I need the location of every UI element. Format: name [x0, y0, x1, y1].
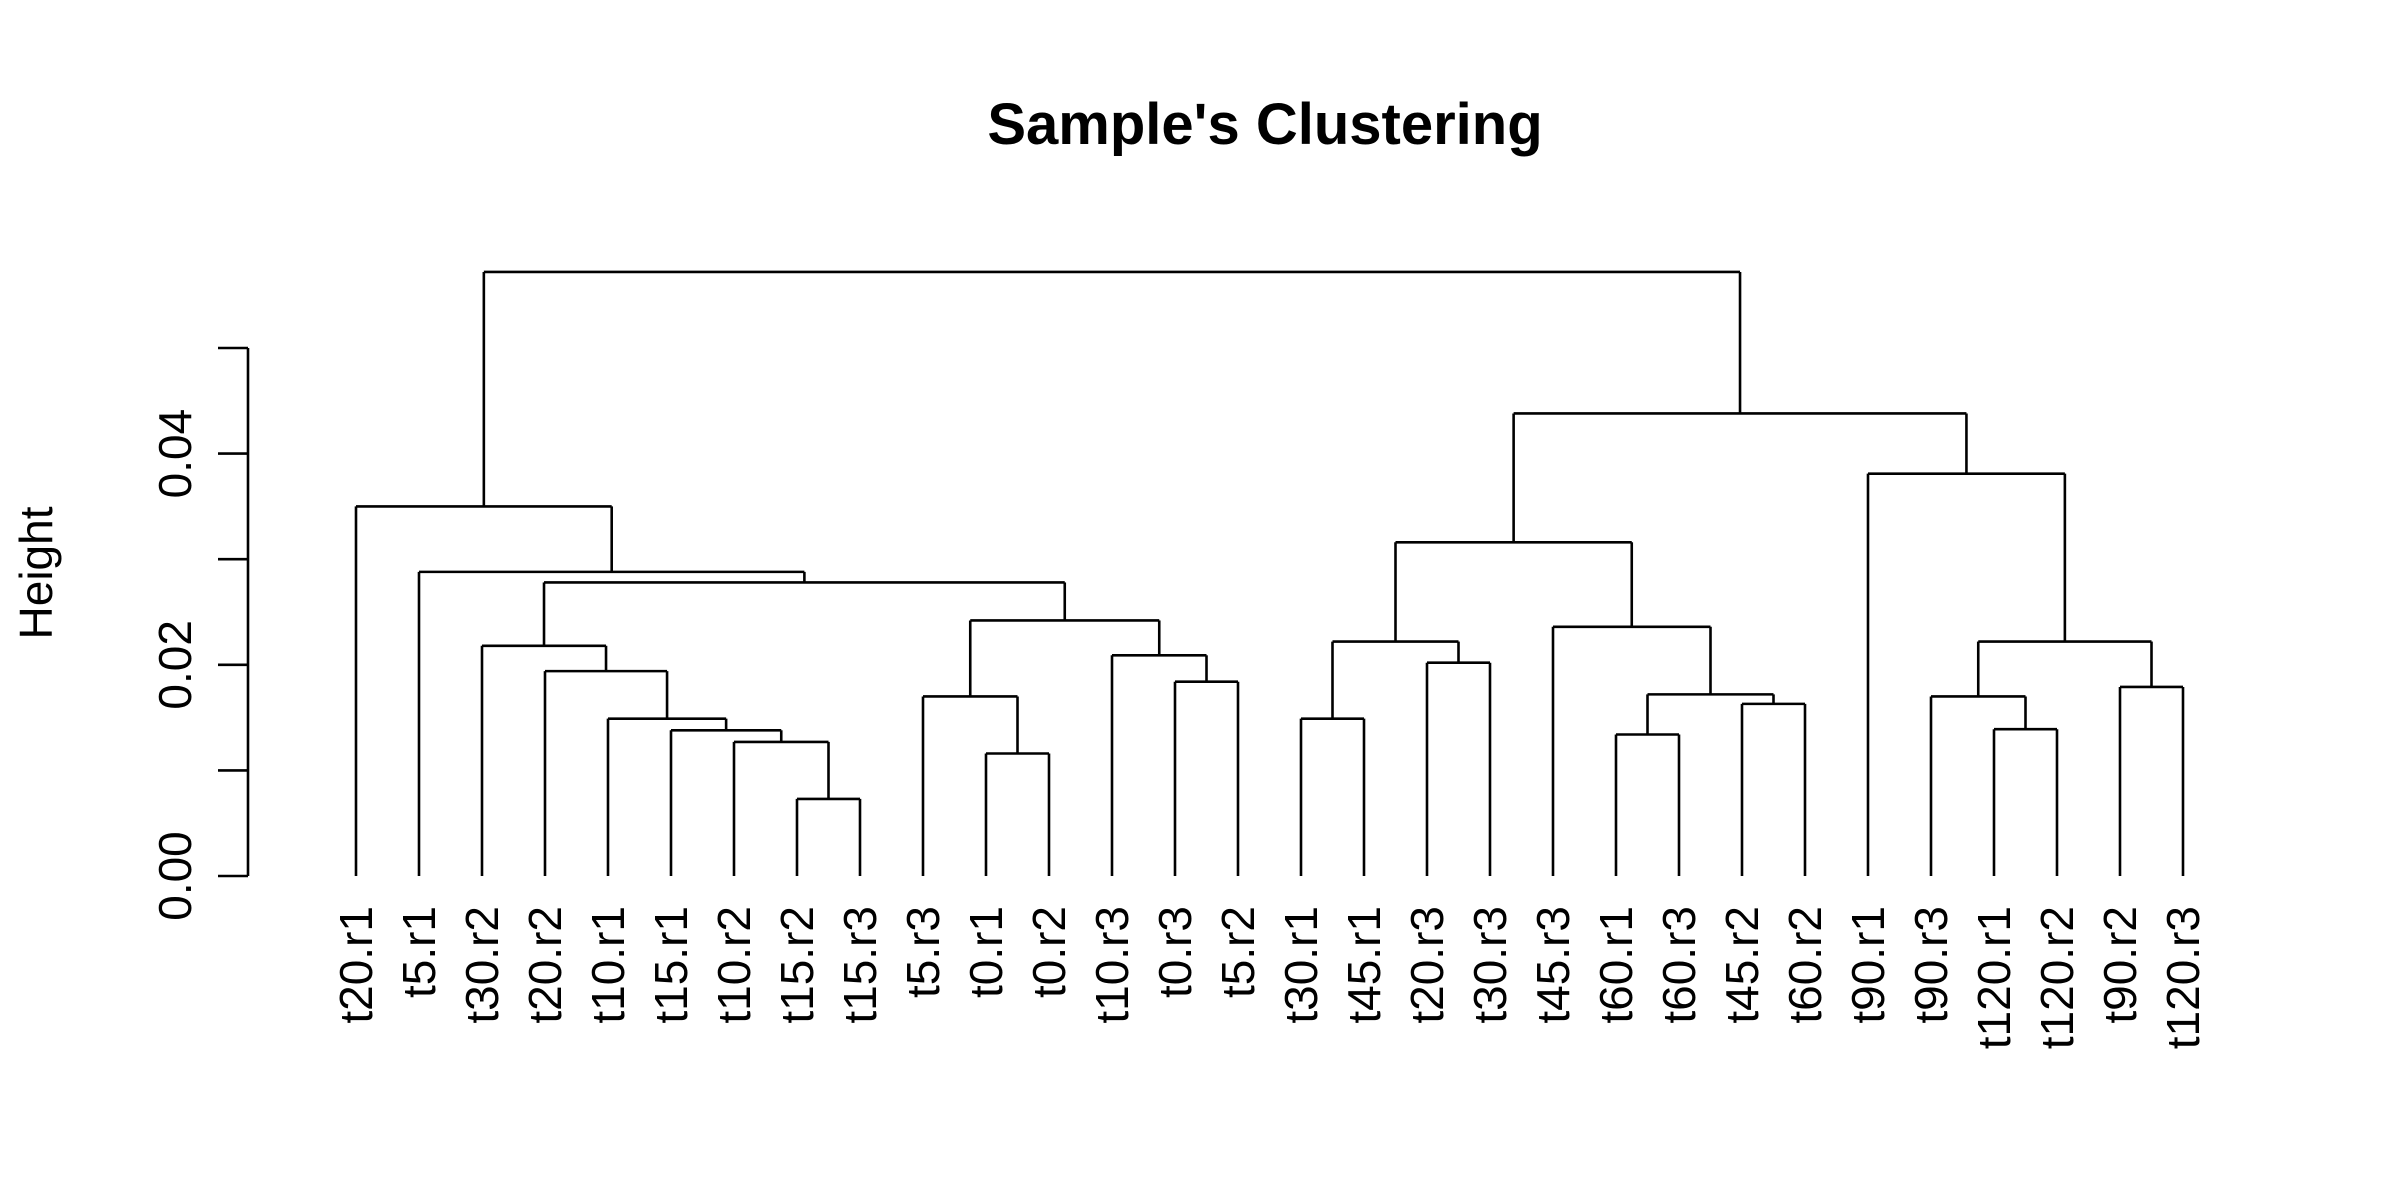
- y-tick-label: 0.04: [149, 409, 201, 499]
- leaf-label: t0.r3: [1149, 906, 1201, 998]
- leaf-label: t10.r3: [1086, 906, 1138, 1024]
- leaf-label: t90.r1: [1842, 906, 1894, 1024]
- leaf-label: t90.r2: [2094, 906, 2146, 1024]
- leaf-label: t30.r3: [1464, 906, 1516, 1024]
- leaf-label: t20.r1: [330, 906, 382, 1024]
- leaf-label: t30.r1: [1275, 906, 1327, 1024]
- leaf-label: t90.r3: [1905, 906, 1957, 1024]
- leaf-label: t60.r2: [1779, 906, 1831, 1024]
- leaf-label: t15.r3: [834, 906, 886, 1024]
- leaf-label: t120.r3: [2157, 906, 2209, 1049]
- leaf-label: t120.r1: [1968, 906, 2020, 1049]
- leaf-labels: t20.r1 t5.r1 t30.r2 t20.r2 t10.r1 t15.r1 t10.r…: [330, 906, 2209, 1049]
- leaf-label: t10.r1: [582, 906, 634, 1024]
- leaf-label: t10.r2: [708, 906, 760, 1024]
- leaf-label: t15.r2: [771, 906, 823, 1024]
- chart-title: Sample's Clustering: [987, 92, 1542, 157]
- leaf-label: t60.r3: [1653, 906, 1705, 1024]
- leaf-label: t5.r1: [393, 906, 445, 998]
- leaf-label: t45.r1: [1338, 906, 1390, 1024]
- leaf-label: t0.r2: [1023, 906, 1075, 998]
- leaf-label: t120.r2: [2031, 906, 2083, 1049]
- leaf-label: t15.r1: [645, 906, 697, 1024]
- leaf-label: t5.r3: [897, 906, 949, 998]
- leaf-label: t45.r3: [1527, 906, 1579, 1024]
- dendrogram-branches: [354, 270, 2185, 876]
- leaf-label: t5.r2: [1212, 906, 1264, 998]
- leaf-label: t20.r3: [1401, 906, 1453, 1024]
- y-axis-label: Height: [10, 506, 62, 639]
- y-tick-label: 0.00: [149, 831, 201, 921]
- leaf-label: t30.r2: [456, 906, 508, 1024]
- leaf-label: t20.r2: [519, 906, 571, 1024]
- leaf-label: t60.r1: [1590, 906, 1642, 1024]
- leaf-label: t45.r2: [1716, 906, 1768, 1024]
- leaf-label: t0.r1: [960, 906, 1012, 998]
- y-tick-label: 0.02: [149, 620, 201, 710]
- y-axis: 0.00 0.02 0.04: [149, 346, 250, 921]
